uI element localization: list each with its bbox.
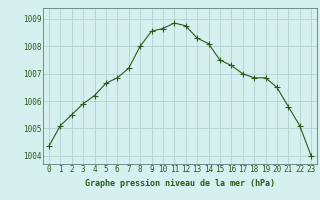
X-axis label: Graphe pression niveau de la mer (hPa): Graphe pression niveau de la mer (hPa) bbox=[85, 179, 275, 188]
